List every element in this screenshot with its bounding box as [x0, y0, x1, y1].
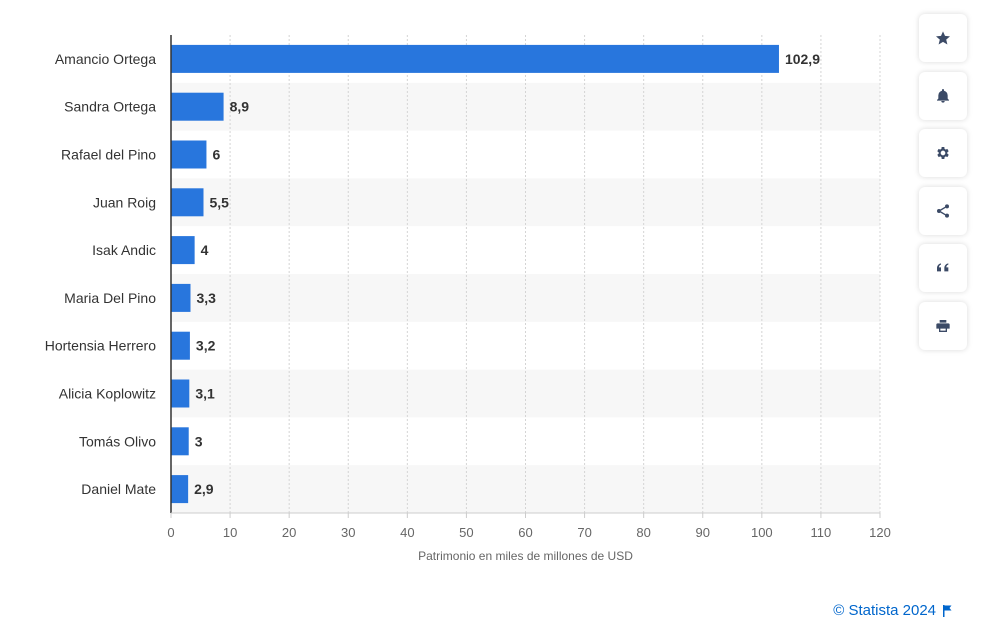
tick-label: 60	[518, 525, 532, 540]
bars	[171, 44, 779, 504]
tick-label: 90	[696, 525, 710, 540]
bar[interactable]	[171, 188, 204, 217]
tick-label: 40	[400, 525, 414, 540]
category-labels: Amancio Ortega Sandra Ortega Rafael del Pi…	[45, 51, 156, 497]
flag-icon	[943, 604, 952, 617]
category-label: Daniel Mate	[81, 481, 156, 497]
category-label: Isak Andic	[92, 242, 156, 258]
row-band	[171, 369, 880, 418]
value-label: 2,9	[194, 481, 214, 497]
row-band	[171, 274, 880, 322]
x-axis-ticks: 0 10 20 30 40 50 60 70 80 90 100 110 120	[167, 513, 891, 540]
bar[interactable]	[171, 44, 779, 73]
gear-icon	[937, 147, 949, 159]
value-label: 102,9	[785, 51, 820, 67]
row-bands	[171, 82, 880, 513]
tick-label: 50	[459, 525, 473, 540]
print-icon	[936, 319, 950, 332]
tick-label: 30	[341, 525, 355, 540]
favorite-button[interactable]	[919, 14, 967, 62]
bar[interactable]	[171, 140, 207, 169]
statista-credit[interactable]: © Statista 2024	[833, 602, 952, 619]
row-band	[171, 178, 880, 227]
tick-label: 20	[282, 525, 296, 540]
bar[interactable]	[171, 379, 190, 408]
row-band	[171, 465, 880, 513]
category-label: Alicia Koplowitz	[59, 386, 156, 402]
value-label: 3,3	[196, 290, 216, 306]
bar[interactable]	[171, 427, 189, 456]
value-label: 4	[201, 242, 209, 258]
notification-button[interactable]	[919, 71, 967, 120]
tick-label: 80	[636, 525, 650, 540]
bar[interactable]	[171, 331, 190, 360]
star-icon	[936, 31, 950, 45]
value-label: 8,9	[230, 99, 250, 115]
tick-label: 110	[811, 525, 832, 540]
value-label: 3,2	[196, 338, 216, 354]
tick-label: 120	[869, 525, 891, 540]
settings-button[interactable]	[919, 129, 967, 177]
bar[interactable]	[171, 475, 189, 504]
bar[interactable]	[171, 92, 224, 121]
category-label: Juan Roig	[93, 194, 156, 210]
tick-label: 10	[223, 525, 237, 540]
tick-label: 70	[577, 525, 591, 540]
x-axis-title: Patrimonio en miles de millones de USD	[418, 549, 633, 563]
tick-label: 0	[167, 525, 174, 540]
quote-icon	[937, 263, 949, 272]
bell-icon	[937, 88, 949, 103]
value-label: 6	[212, 147, 220, 163]
category-label: Hortensia Herrero	[45, 338, 156, 354]
value-label: 5,5	[209, 194, 229, 210]
bar[interactable]	[171, 236, 195, 265]
bar[interactable]	[171, 283, 191, 312]
category-label: Maria Del Pino	[64, 290, 156, 306]
row-band	[171, 82, 880, 131]
cite-button[interactable]	[919, 244, 967, 292]
toolbar	[919, 14, 967, 359]
credit-text: © Statista 2024	[833, 602, 936, 619]
category-label: Rafael del Pino	[61, 147, 156, 163]
value-labels: 102,9 8,9 6 5,5 4 3,3 3,2 3,1 3 2,9	[194, 51, 820, 497]
share-button[interactable]	[919, 186, 967, 235]
share-icon	[937, 203, 949, 218]
tick-label: 100	[751, 525, 773, 540]
category-label: Tomás Olivo	[79, 433, 156, 449]
value-label: 3,1	[195, 386, 215, 402]
print-button[interactable]	[919, 301, 967, 350]
value-label: 3	[195, 433, 203, 449]
category-label: Sandra Ortega	[64, 99, 156, 115]
category-label: Amancio Ortega	[55, 51, 156, 67]
